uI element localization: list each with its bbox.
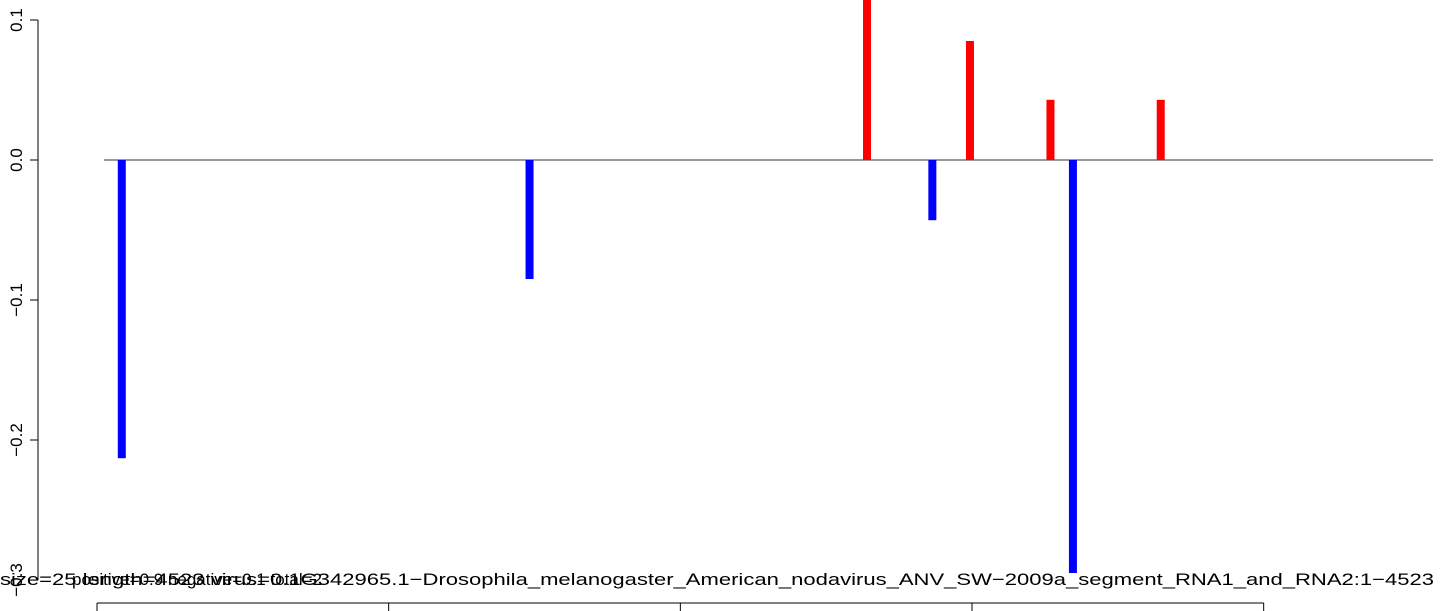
x-axis [96, 602, 1265, 611]
position-info-label: positive=0.9 negative=0.1 total=2 [72, 570, 322, 589]
negative-bar [525, 160, 534, 279]
positive-bar [863, 0, 872, 160]
positive-bar [965, 41, 974, 160]
bars [117, 0, 1165, 573]
y-tick-label: −0.3 [7, 563, 26, 597]
sequence-info-label: size=25 length=4523 virus=0.1G342965.1−D… [0, 570, 1434, 589]
y-tick-label: −0.1 [7, 283, 26, 317]
negative-bar [928, 160, 937, 221]
y-tick-label: 0.0 [7, 148, 26, 172]
negative-bar [117, 160, 126, 459]
positive-bar [1046, 99, 1055, 160]
negative-bar [1068, 160, 1077, 573]
y-tick-label: −0.2 [7, 423, 26, 457]
y-axis: 0.1 0.0 −0.1 −0.2 −0.3 [7, 8, 39, 597]
positive-bar [1156, 99, 1165, 160]
y-tick-label: 0.1 [7, 8, 26, 32]
